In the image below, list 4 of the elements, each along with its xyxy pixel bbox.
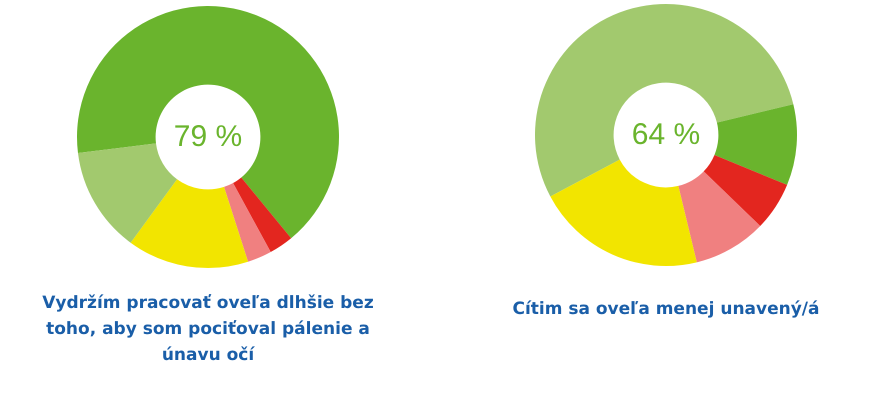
text: Vydržím pracovať oveľa dlhšie bez toho, aby som pociťoval pálenie a únavu očí — [41, 292, 375, 367]
text: 79 % — [172, 119, 244, 155]
text: 64 % — [630, 117, 702, 153]
text: Cítim sa oveľa menej unavený/á — [511, 298, 820, 321]
